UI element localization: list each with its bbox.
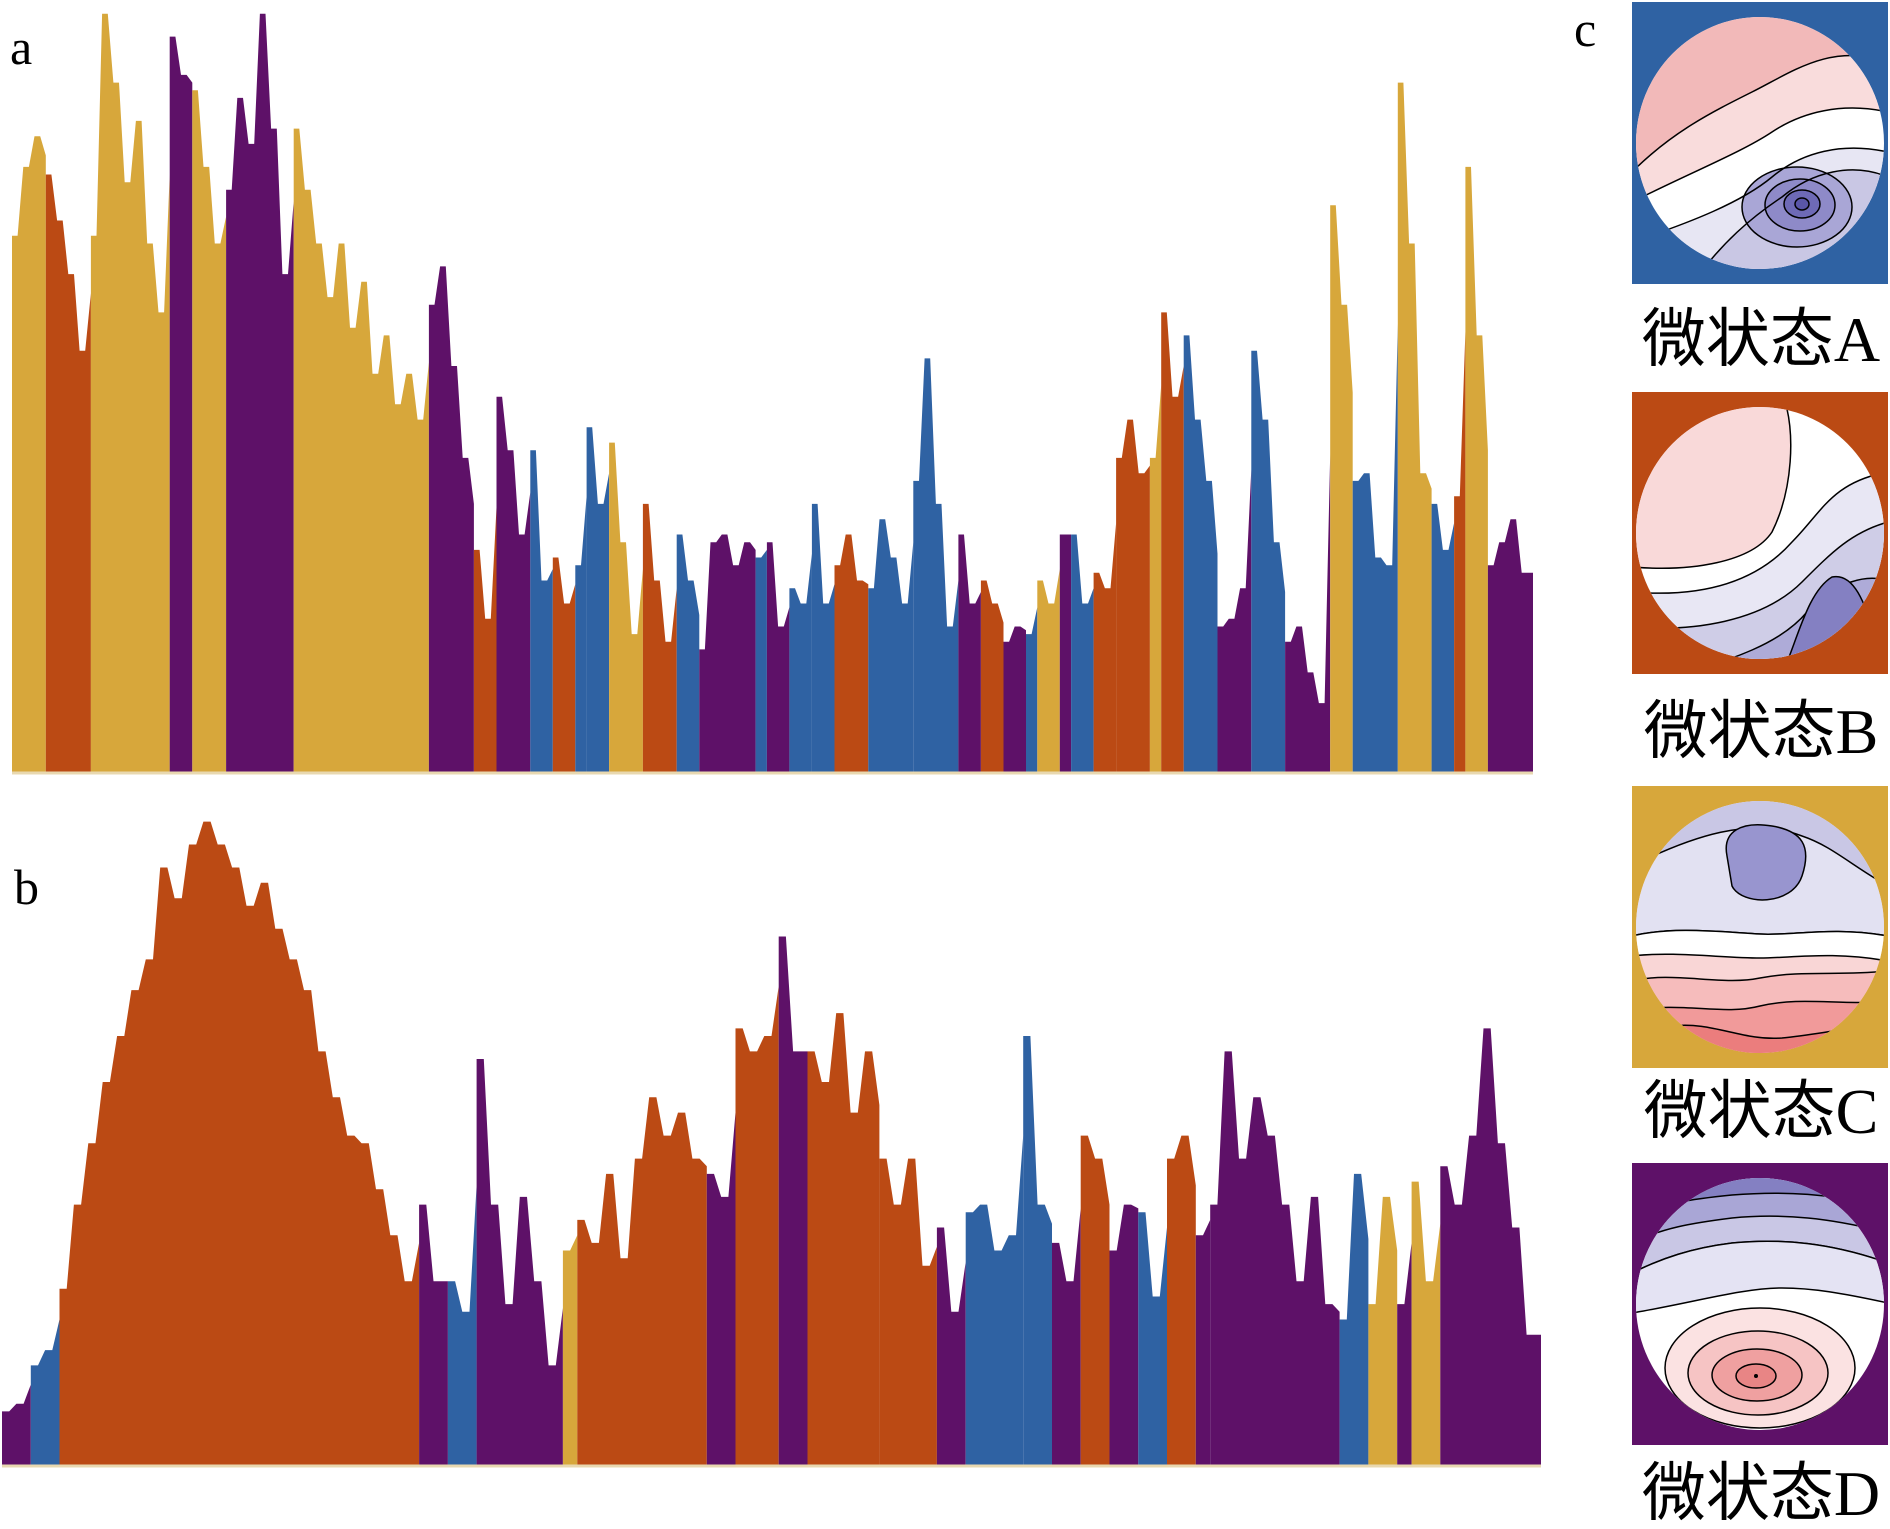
segment-microstate-c [192, 90, 227, 773]
panel-label-a: a [10, 19, 33, 75]
segment-microstate-d [1440, 1028, 1541, 1465]
segment-microstate-d [936, 1227, 966, 1465]
microstate-label-a: 微状态A [1641, 304, 1881, 375]
segment-microstate-c [1037, 569, 1060, 772]
segment-microstate-c [562, 1235, 578, 1465]
segment-microstate-d [1285, 454, 1331, 772]
segment-microstate-b [1167, 1135, 1196, 1465]
gfp-chart-a [12, 13, 1533, 775]
segment-microstate-a [1183, 335, 1218, 772]
segment-microstate-a [1431, 503, 1455, 772]
segment-microstate-b [980, 580, 1004, 772]
segment-microstate-a [1138, 1212, 1167, 1465]
segment-microstate-a [868, 519, 914, 772]
segment-microstate-d [428, 266, 474, 772]
segment-microstate-b [1093, 523, 1117, 772]
microstate-label-b: 微状态B [1643, 696, 1879, 767]
segment-microstate-b [552, 557, 576, 772]
segment-microstate-b [1161, 312, 1184, 772]
microstate-label-c: 微状态C [1643, 1076, 1879, 1147]
segment-microstate-b [1080, 1135, 1110, 1465]
segment-microstate-c [1330, 205, 1353, 772]
segment-microstate-b [807, 1013, 880, 1465]
segment-microstate-c [609, 442, 643, 772]
segment-microstate-b [642, 503, 677, 772]
segment-microstate-b [577, 1097, 707, 1465]
segment-microstate-a [30, 1319, 60, 1465]
segment-microstate-c [293, 128, 429, 773]
segment-microstate-a [676, 534, 700, 772]
segment-microstate-d [476, 1059, 563, 1465]
segment-microstate-a [811, 503, 835, 772]
segment-microstate-d [1195, 1219, 1211, 1465]
segment-microstate-a [789, 553, 812, 772]
segment-microstate-b [834, 534, 869, 772]
microstate-label-d: 微状态D [1641, 1458, 1881, 1529]
segment-microstate-a [1339, 1173, 1369, 1465]
segment-microstate-c [1411, 1181, 1441, 1465]
segment-microstate-d [1003, 626, 1026, 772]
segment-microstate-b [1454, 331, 1466, 772]
segment-microstate-d [496, 396, 531, 772]
segment-microstate-a [965, 1135, 1024, 1465]
segment-microstate-a [913, 358, 959, 772]
segment-microstate-d [226, 13, 294, 772]
segment-microstate-a [1026, 607, 1038, 772]
segment-microstate-d [1397, 1242, 1412, 1465]
segment-microstate-d [699, 534, 756, 772]
segment-microstate-d [2, 1384, 31, 1465]
panel-label-c: c [1574, 1, 1597, 57]
topomap-c [1632, 786, 1888, 1068]
segment-microstate-d [1487, 519, 1533, 772]
panel-label-b: b [14, 859, 39, 915]
segment-microstate-a [1251, 350, 1286, 772]
segment-microstate-b [735, 986, 779, 1465]
segment-microstate-a [447, 1185, 477, 1465]
segment-microstate-d [1052, 1208, 1081, 1465]
segment-microstate-b [879, 1158, 937, 1465]
segment-microstate-b [1116, 419, 1150, 772]
segment-microstate-a [1071, 534, 1094, 772]
segment-microstate-d [1109, 1204, 1139, 1465]
topomap-b [1632, 392, 1888, 674]
segment-microstate-d [1217, 469, 1252, 772]
segment-microstate-c [1368, 1196, 1398, 1465]
segment-microstate-a [530, 450, 553, 772]
segment-microstate-a [755, 549, 767, 772]
segment-microstate-c [90, 13, 170, 772]
segment-microstate-b [59, 821, 420, 1465]
segment-microstate-c [12, 136, 46, 772]
segment-microstate-b [45, 174, 91, 772]
segment-microstate-c [1397, 82, 1432, 773]
segment-microstate-a [1352, 323, 1398, 772]
gfp-chart-b [2, 821, 1541, 1468]
topomap-a [1632, 2, 1888, 284]
segment-microstate-b [473, 507, 497, 772]
segment-microstate-d [419, 1204, 448, 1465]
segment-microstate-c [1465, 166, 1488, 772]
segment-microstate-d [1059, 534, 1072, 772]
topomap-d [1632, 1163, 1888, 1445]
segment-microstate-d [778, 936, 808, 1465]
segment-microstate-d [706, 1112, 736, 1465]
segment-microstate-a [586, 427, 610, 772]
segment-microstate-d [766, 542, 790, 772]
segment-microstate-d [169, 36, 193, 773]
segment-microstate-c [1149, 385, 1162, 772]
segment-microstate-a [575, 496, 587, 772]
segment-microstate-d [1210, 1051, 1340, 1465]
segment-microstate-a [1023, 1036, 1052, 1465]
segment-microstate-d [958, 534, 981, 772]
